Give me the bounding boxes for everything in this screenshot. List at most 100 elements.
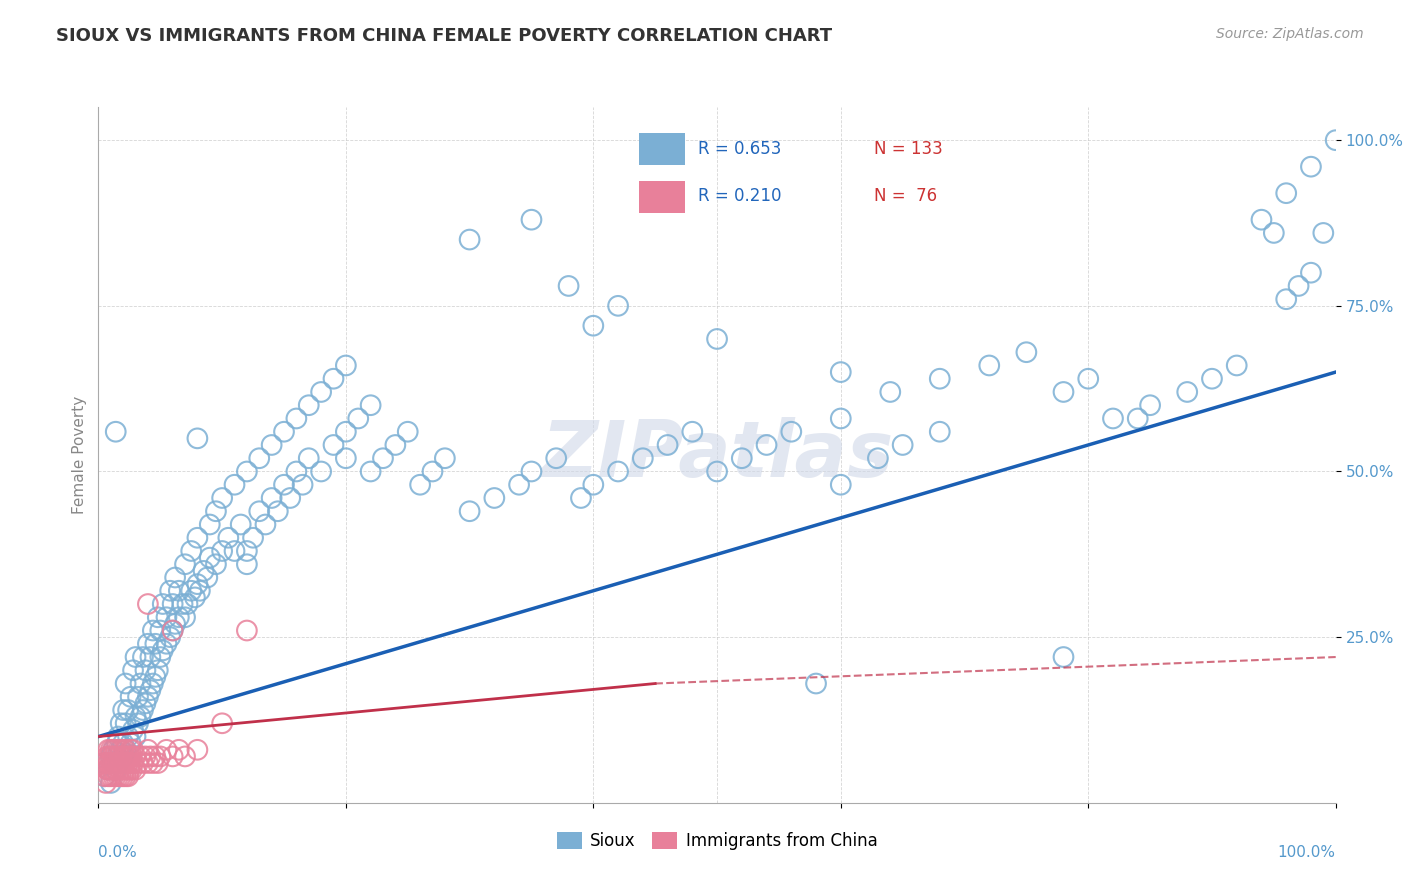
- Point: [1275, 186, 1298, 201]
- Point: [1052, 384, 1074, 399]
- Point: [127, 716, 149, 731]
- Point: [120, 736, 142, 750]
- Point: [755, 438, 778, 452]
- Point: [1201, 372, 1223, 386]
- Point: [582, 477, 605, 491]
- Point: [104, 743, 127, 757]
- Point: [103, 749, 125, 764]
- Point: [1102, 411, 1125, 425]
- Point: [458, 233, 481, 247]
- Point: [132, 650, 155, 665]
- Point: [433, 451, 456, 466]
- Point: [139, 749, 162, 764]
- Point: [97, 743, 120, 757]
- Point: [115, 749, 138, 764]
- Point: [335, 451, 357, 466]
- Point: [112, 703, 135, 717]
- Point: [104, 769, 127, 783]
- Point: [176, 597, 198, 611]
- Point: [360, 465, 382, 479]
- Point: [174, 610, 197, 624]
- Text: N =  76: N = 76: [875, 187, 938, 205]
- Point: [121, 763, 143, 777]
- Point: [114, 743, 136, 757]
- Point: [167, 610, 190, 624]
- Point: [830, 477, 852, 491]
- Point: [247, 504, 270, 518]
- Point: [110, 756, 132, 770]
- Point: [146, 663, 169, 677]
- Point: [1275, 292, 1298, 306]
- Point: [132, 703, 155, 717]
- Point: [731, 451, 754, 466]
- Point: [108, 763, 131, 777]
- Point: [224, 544, 246, 558]
- Point: [335, 425, 357, 439]
- Point: [198, 550, 221, 565]
- Point: [107, 756, 129, 770]
- Point: [322, 372, 344, 386]
- Point: [111, 749, 134, 764]
- Point: [124, 650, 146, 665]
- Y-axis label: Female Poverty: Female Poverty: [72, 396, 87, 514]
- Point: [211, 716, 233, 731]
- Point: [139, 683, 162, 698]
- Point: [520, 465, 543, 479]
- Bar: [638, 181, 685, 213]
- Point: [979, 359, 1001, 373]
- Point: [136, 743, 159, 757]
- Point: [224, 477, 246, 491]
- Point: [110, 743, 132, 757]
- Point: [309, 384, 332, 399]
- Text: N = 133: N = 133: [875, 140, 943, 158]
- Point: [101, 749, 124, 764]
- Point: [396, 425, 419, 439]
- Point: [143, 749, 166, 764]
- Point: [120, 690, 142, 704]
- Point: [143, 670, 166, 684]
- Point: [165, 616, 187, 631]
- Point: [260, 491, 283, 505]
- Point: [149, 650, 172, 665]
- Point: [155, 637, 177, 651]
- Point: [146, 756, 169, 770]
- Point: [105, 736, 128, 750]
- Point: [1139, 398, 1161, 412]
- Point: [236, 624, 259, 638]
- Point: [247, 451, 270, 466]
- Point: [96, 763, 118, 777]
- Point: [111, 763, 134, 777]
- Point: [97, 769, 120, 783]
- Point: [458, 504, 481, 518]
- Point: [891, 438, 914, 452]
- Point: [114, 743, 136, 757]
- Point: [174, 749, 197, 764]
- Point: [112, 763, 135, 777]
- Point: [1052, 650, 1074, 665]
- Text: SIOUX VS IMMIGRANTS FROM CHINA FEMALE POVERTY CORRELATION CHART: SIOUX VS IMMIGRANTS FROM CHINA FEMALE PO…: [56, 27, 832, 45]
- Point: [104, 763, 127, 777]
- Point: [112, 749, 135, 764]
- Point: [114, 716, 136, 731]
- Point: [546, 451, 568, 466]
- Point: [267, 504, 290, 518]
- Point: [103, 763, 125, 777]
- Point: [830, 411, 852, 425]
- Point: [112, 743, 135, 757]
- Point: [706, 332, 728, 346]
- Point: [114, 756, 136, 770]
- Point: [93, 769, 115, 783]
- Point: [110, 743, 132, 757]
- Point: [508, 477, 530, 491]
- Point: [557, 279, 579, 293]
- Point: [278, 491, 301, 505]
- Point: [104, 756, 127, 770]
- Point: [236, 465, 259, 479]
- Point: [100, 776, 122, 790]
- Point: [1126, 411, 1149, 425]
- Point: [1324, 133, 1347, 147]
- Point: [520, 212, 543, 227]
- Point: [186, 743, 208, 757]
- Point: [1015, 345, 1038, 359]
- Point: [103, 769, 125, 783]
